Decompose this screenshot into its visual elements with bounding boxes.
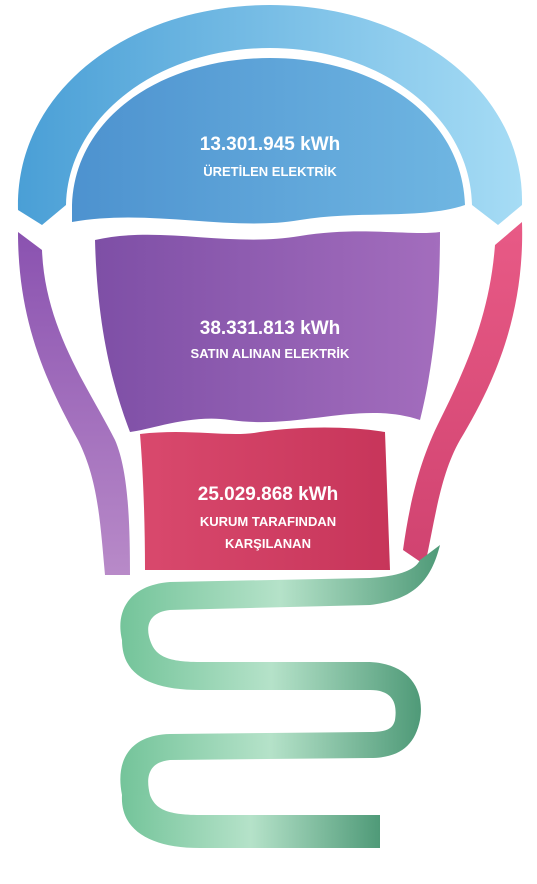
segment-label: SATIN ALINAN ELEKTRİK <box>191 346 350 361</box>
bulb-infographic: 13.301.945 kWh ÜRETİLEN ELEKTRİK 38.331.… <box>0 0 537 884</box>
label-line: KARŞILANAN <box>225 536 311 551</box>
segment-value: 38.331.813 kWh <box>200 318 340 339</box>
segment-value: 13.301.945 kWh <box>200 134 340 155</box>
green-coil <box>120 545 440 848</box>
label-line: KURUM TARAFINDAN <box>200 514 336 529</box>
segment-value: 25.029.868 kWh <box>198 484 338 505</box>
segment-label: ÜRETİLEN ELEKTRİK <box>203 164 337 179</box>
